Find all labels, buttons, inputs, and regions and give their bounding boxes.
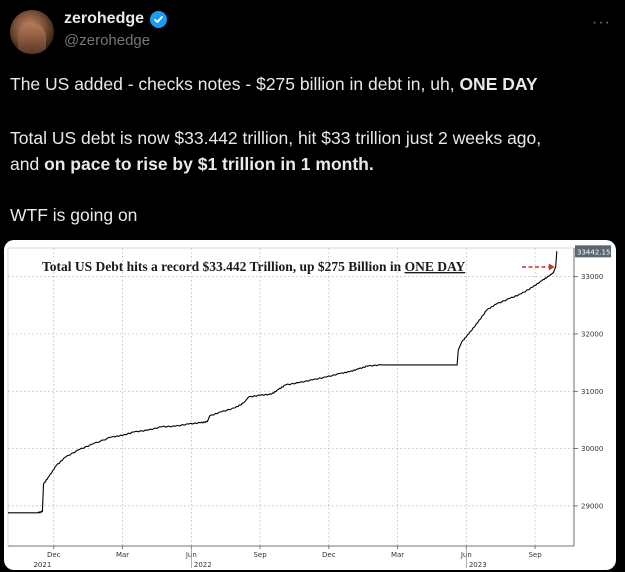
x-tick-label: Sep — [253, 551, 267, 559]
verified-badge-icon — [150, 10, 168, 28]
chart-image[interactable]: 33000 32000 31000 30000 29000 Dec Mar Jun Sep De… — [4, 240, 616, 570]
y-tick-label: 31000 — [581, 388, 603, 396]
title-arrow — [522, 263, 555, 271]
x-tick-label: Dec — [322, 551, 336, 559]
x-tick-label: Jun — [460, 551, 472, 559]
author-row: zerohedge — [64, 10, 168, 28]
x-year-label: 2022 — [194, 561, 212, 569]
x-tick-label: Jun — [185, 551, 197, 559]
y-axis: 33000 32000 31000 30000 29000 — [573, 248, 603, 546]
post-line-1-bold: ONE DAY — [459, 74, 538, 94]
post-line-4-text: WTF is going on — [10, 205, 138, 225]
y-tick-label: 32000 — [581, 330, 603, 338]
chart-title-text: Total US Debt hits a record $33.442 Tril… — [42, 259, 405, 274]
x-tick-label: Mar — [391, 551, 404, 559]
y-tick-label: 33000 — [581, 273, 603, 281]
last-value-marker: 33442.15 — [575, 245, 611, 258]
post-line-3: and on pace to rise by $1 trillion in 1 … — [10, 152, 615, 176]
y-tick-label: 29000 — [581, 502, 603, 510]
last-value-label: 33442.15 — [577, 248, 610, 256]
x-year-label: 2023 — [469, 561, 487, 569]
x-year-label: 2021 — [33, 561, 51, 569]
post-line-3-bold: on pace to rise by $1 trillion in 1 mont… — [44, 154, 374, 174]
post-line-2-text: Total US debt is now $33.442 trillion, h… — [10, 128, 542, 148]
debt-series-line — [8, 251, 558, 514]
chart-title: Total US Debt hits a record $33.442 Tril… — [42, 259, 465, 274]
post-line-3-text: and — [10, 154, 45, 174]
avatar[interactable] — [10, 10, 54, 54]
author-handle[interactable]: @zerohedge — [64, 32, 151, 49]
post-line-1: The US added - checks notes - $275 billi… — [10, 72, 615, 96]
chart-grid — [7, 247, 575, 547]
display-name[interactable]: zerohedge — [64, 10, 145, 27]
last-value-badge — [575, 245, 611, 258]
x-axis: Dec Mar Jun Sep Dec Mar Jun Sep 2021 2022 2023 — [8, 545, 574, 569]
post-line-4: WTF is going on — [10, 203, 615, 227]
x-tick-label: Mar — [116, 551, 129, 559]
chart-title-underlined: ONE DAY — [405, 259, 466, 274]
post-line-2: Total US debt is now $33.442 trillion, h… — [10, 126, 615, 150]
more-options-icon[interactable]: ··· — [592, 14, 611, 31]
arrow-head — [548, 263, 555, 271]
x-tick-label: Dec — [47, 551, 61, 559]
plot-frame — [7, 247, 575, 547]
x-tick-label: Sep — [528, 551, 542, 559]
post-line-1-text: The US added - checks notes - $275 billi… — [10, 74, 460, 94]
y-tick-label: 30000 — [581, 445, 603, 453]
